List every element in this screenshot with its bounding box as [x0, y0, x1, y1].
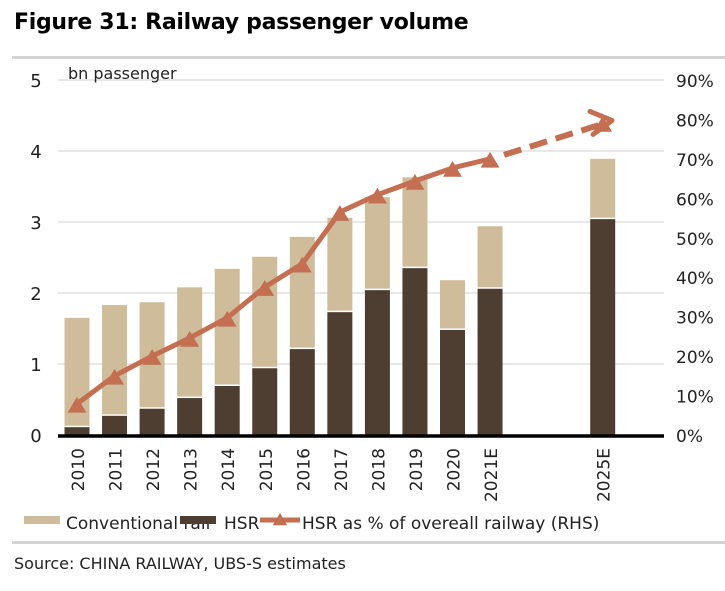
bars — [64, 158, 616, 435]
y2-tick-label: 10% — [676, 388, 714, 408]
x-tick-label: 2015 — [257, 448, 277, 491]
bar-conventional — [590, 158, 616, 218]
line-marker — [180, 330, 200, 347]
line-marker — [142, 349, 162, 365]
x-tick-label: 2021E — [482, 448, 502, 502]
y2-tick-label: 30% — [676, 309, 714, 329]
y-tick-label: 1 — [30, 355, 41, 376]
hsr-share-line — [67, 108, 615, 413]
line-marker — [255, 280, 275, 296]
top-divider — [12, 56, 725, 59]
line-series — [75, 156, 491, 406]
bar-hsr — [590, 219, 616, 435]
legend-swatch-hsr — [180, 516, 216, 524]
legend-label-hsr: HSR — [224, 514, 260, 534]
bar-hsr — [177, 398, 203, 435]
bar-hsr — [214, 386, 240, 435]
line-marker — [67, 396, 87, 413]
x-tick-label: 2010 — [69, 448, 89, 491]
y2-tick-label: 40% — [676, 269, 714, 289]
legend-label-conventional: Conventional rail — [66, 514, 210, 534]
bar-hsr — [64, 427, 90, 435]
projection-dashed-line — [503, 120, 605, 158]
x-axis-ticks: 2010 2011 2012 2013 2014 2015 2016 2017 2018 2019… — [69, 448, 615, 502]
figure-title: Figure 31: Railway passenger volume — [14, 10, 469, 35]
y-tick-label: 4 — [30, 142, 41, 163]
line-marker — [367, 187, 387, 204]
y-tick-label: 3 — [30, 213, 41, 234]
source-note: Source: CHINA RAILWAY, UBS-S estimates — [14, 554, 346, 573]
bar-hsr — [139, 408, 165, 435]
x-tick-label: 2013 — [182, 448, 202, 491]
y-tick-label: 5 — [30, 71, 41, 92]
bar-conventional — [102, 305, 128, 415]
chart: 0 1 2 3 4 5 0% 10% 20% 30% 40% 50% 60% 70% 80% 90% 201… — [24, 64, 714, 534]
bar-conventional — [477, 226, 503, 288]
line-marker-2025e — [593, 115, 613, 132]
y2-tick-label: 20% — [676, 348, 714, 368]
x-tick-label: 2014 — [219, 448, 239, 491]
line-marker — [217, 310, 237, 327]
y-axis-left-ticks: 0 1 2 3 4 5 — [30, 71, 41, 447]
y2-tick-label: 50% — [676, 230, 714, 250]
bar-conventional — [327, 217, 353, 311]
bar-hsr — [402, 268, 428, 435]
y2-tick-label: 0% — [676, 427, 703, 447]
x-tick-label: 2017 — [332, 448, 352, 491]
bar-hsr — [252, 368, 278, 435]
x-tick-label: 2020 — [445, 448, 465, 491]
x-tick-label: 2025E — [595, 448, 615, 502]
bar-hsr — [364, 290, 390, 435]
line-marker — [292, 256, 312, 273]
gridlines — [58, 79, 664, 365]
x-tick-label: 2019 — [407, 448, 427, 491]
bar-conventional — [402, 177, 428, 267]
x-tick-label: 2018 — [369, 448, 389, 491]
legend-swatch-marker — [272, 513, 288, 526]
line-marker — [105, 368, 124, 385]
y-tick-label: 2 — [30, 284, 41, 305]
x-tick-label: 2016 — [294, 448, 314, 491]
bar-hsr — [327, 312, 353, 435]
legend-swatch-conventional — [24, 516, 60, 524]
y2-tick-label: 70% — [676, 151, 714, 171]
legend: Conventional rail HSR HSR as % of overeall… — [24, 513, 599, 534]
y2-tick-label: 90% — [676, 72, 714, 92]
bar-hsr — [289, 349, 315, 435]
line-marker — [405, 173, 425, 190]
bar-hsr — [440, 329, 465, 435]
bottom-divider — [12, 541, 725, 544]
bar-conventional — [364, 197, 390, 289]
y-tick-label: 0 — [30, 426, 41, 447]
line-marker — [443, 160, 462, 177]
line-marker — [480, 151, 500, 168]
bar-conventional — [440, 280, 465, 329]
y-axis-right-ticks: 0% 10% 20% 30% 40% 50% 60% 70% 80% 90% — [676, 72, 714, 447]
legend-label-line: HSR as % of overeall railway (RHS) — [302, 514, 599, 534]
line-marker — [330, 205, 350, 221]
bar-hsr — [477, 288, 503, 435]
bar-hsr — [102, 415, 128, 435]
y2-tick-label: 80% — [676, 111, 714, 131]
y-axis-label: bn passenger — [68, 64, 177, 83]
x-tick-label: 2012 — [144, 448, 164, 491]
bar-conventional — [252, 256, 278, 367]
x-tick-label: 2011 — [107, 448, 127, 491]
y2-tick-label: 60% — [676, 190, 714, 210]
bar-conventional — [214, 268, 240, 385]
